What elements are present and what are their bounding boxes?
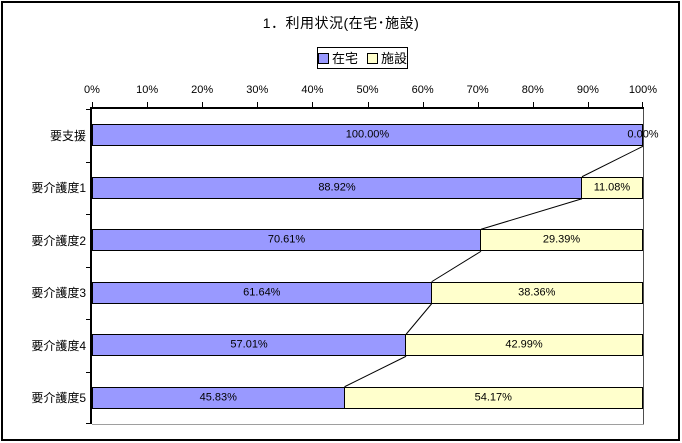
x-axis-tick-label: 30% — [246, 84, 269, 96]
x-axis-tick-label: 40% — [301, 84, 324, 96]
bar-segment-facility: 29.39% — [481, 229, 643, 252]
x-axis-tick-label: 0% — [84, 84, 100, 96]
category-axis-tick — [86, 371, 90, 373]
plot-right-border — [643, 109, 644, 424]
bar-value-label: 11.08% — [593, 181, 631, 194]
x-axis-tick — [642, 102, 643, 107]
series-line — [431, 250, 482, 283]
legend-item-facility: 施設 — [367, 52, 407, 65]
value-axis-line — [90, 107, 644, 109]
category-label: 要介護度2 — [31, 233, 86, 248]
bar-segment-facility: 38.36% — [431, 281, 643, 304]
bar-segment-home: 70.61% — [92, 229, 482, 252]
legend-item-home: 在宅 — [318, 52, 358, 65]
category-axis-tick — [86, 161, 90, 163]
category-axis-tick — [86, 423, 90, 424]
bar-row: 57.01% 42.99% — [92, 334, 643, 357]
x-axis-tick-label: 20% — [191, 84, 214, 96]
bar-value-label: 45.83% — [199, 391, 237, 404]
x-axis-tick — [477, 102, 479, 107]
category-axis-labels: 要支援要介護度1 要介護度2 要介護度3 要介護度4 要介護度5 — [0, 109, 86, 424]
bar-value-label: 70.61% — [267, 233, 306, 246]
bar-row: 70.61% 29.39% — [92, 229, 643, 252]
x-axis-tick-label: 70% — [466, 84, 489, 96]
category-label: 要支援 — [49, 128, 86, 143]
bar-row: 100.00% 0.00% — [92, 124, 659, 147]
legend: 在宅 施設 — [317, 47, 408, 69]
bar-value-label: 0.00% — [627, 128, 659, 141]
bar-value-label: 61.64% — [243, 286, 281, 299]
bar-row: 88.92% 11.08% — [92, 176, 643, 199]
category-label: 要介護度5 — [31, 391, 86, 406]
category-axis-line — [90, 107, 92, 424]
bar-segment-home: 100.00% — [92, 124, 643, 147]
x-axis-tick-label: 80% — [521, 84, 544, 96]
bar-segment-home: 61.64% — [92, 281, 432, 304]
x-axis-tick — [312, 102, 314, 107]
x-axis-tick — [587, 102, 589, 107]
chart-title: 1．利用状況(在宅･施設) — [262, 15, 420, 31]
plot-area: 100.00% 0.00% 88.92% 11.08% 70.61% 29.39% 61.6… — [86, 102, 659, 425]
x-axis-tick-label: 50% — [356, 84, 379, 96]
bar-row: 61.64% 38.36% — [92, 281, 643, 304]
bar-segment-home: 57.01% — [92, 334, 407, 357]
category-axis-tick — [86, 266, 90, 268]
category-label: 要介護度1 — [31, 181, 86, 196]
bar-value-label: 42.99% — [505, 338, 543, 351]
series-line — [405, 303, 433, 335]
bar-segment-home: 88.92% — [92, 176, 582, 199]
x-axis-labels: 0% 10% 20% 30% 40% 50% 60% 70% 80% 90% 100% — [0, 84, 682, 98]
category-label: 要介護度3 — [31, 286, 86, 301]
bar-segment-facility: 54.17% — [344, 386, 643, 409]
plot-bottom-border — [92, 424, 644, 425]
x-axis-tick — [147, 102, 149, 107]
bar-value-label: 29.39% — [542, 233, 581, 246]
bar-segment-facility: 11.08% — [581, 176, 643, 199]
series-line — [344, 355, 407, 388]
x-axis-tick — [422, 102, 424, 107]
legend-label-facility: 施設 — [381, 50, 408, 66]
x-axis-tick — [257, 102, 259, 107]
legend-swatch-home-icon — [318, 52, 329, 64]
legend-swatch-facility-icon — [367, 52, 378, 64]
category-axis-tick — [86, 109, 90, 110]
bar-row: 45.83% 54.17% — [92, 386, 643, 409]
x-axis-tick-label: 60% — [411, 84, 434, 96]
bar-value-label: 100.00% — [345, 128, 390, 141]
bar-value-label: 88.92% — [318, 181, 356, 194]
bar-value-label: 54.17% — [474, 391, 512, 404]
x-axis-tick-label: 90% — [576, 84, 599, 96]
series-line — [480, 198, 583, 230]
series-lines — [344, 145, 644, 388]
x-axis-tick — [532, 102, 534, 107]
bar-value-label: 38.36% — [518, 286, 556, 299]
x-axis-tick — [367, 102, 369, 107]
bar-segment-facility: 42.99% — [406, 334, 643, 357]
x-axis-tick — [202, 102, 204, 107]
bar-value-label: 57.01% — [230, 338, 268, 351]
category-axis-tick — [86, 319, 90, 320]
legend-label-home: 在宅 — [332, 50, 359, 66]
category-label: 要介護度4 — [31, 338, 86, 353]
category-axis-tick — [86, 214, 90, 215]
x-axis-tick — [92, 102, 93, 107]
bar-segment-home: 45.83% — [92, 386, 345, 409]
series-line — [581, 145, 644, 178]
x-axis-tick-label: 10% — [136, 84, 159, 96]
x-axis-tick-label: 100% — [628, 84, 658, 96]
